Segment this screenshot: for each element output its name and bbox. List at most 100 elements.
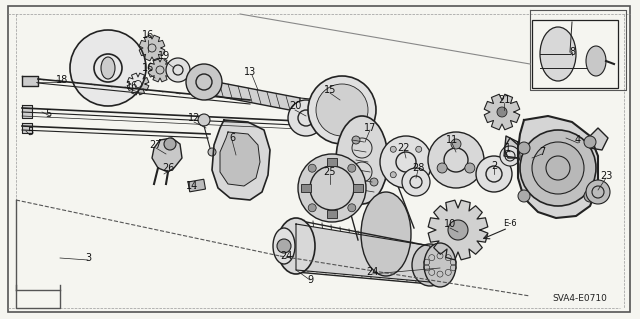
Circle shape [390,172,396,178]
Text: 24: 24 [366,267,378,277]
Circle shape [352,136,360,144]
Bar [327,210,337,218]
Circle shape [476,156,512,192]
Polygon shape [212,120,270,200]
Circle shape [451,139,461,149]
Polygon shape [590,128,608,150]
Bar [353,184,363,192]
Polygon shape [518,116,598,218]
Circle shape [166,58,190,82]
Circle shape [370,178,378,186]
Text: 16: 16 [126,81,138,91]
Text: 12: 12 [188,113,200,123]
Circle shape [586,180,610,204]
Ellipse shape [540,27,576,81]
Polygon shape [296,224,430,282]
Circle shape [500,146,520,166]
Polygon shape [22,76,38,86]
Circle shape [208,148,216,156]
Text: 14: 14 [186,181,198,191]
Circle shape [437,163,447,173]
Circle shape [348,204,356,212]
Ellipse shape [361,192,411,276]
Text: SVA4-E0710: SVA4-E0710 [552,294,607,303]
Text: 9: 9 [307,275,313,285]
Text: 24: 24 [280,251,292,261]
Ellipse shape [191,77,201,93]
Circle shape [584,190,596,202]
Polygon shape [22,105,32,118]
Text: 21: 21 [498,95,510,105]
Bar [188,179,205,192]
Circle shape [277,239,291,253]
Bar [532,20,618,88]
Ellipse shape [412,244,448,286]
Circle shape [198,114,210,126]
Circle shape [380,136,432,188]
Circle shape [316,84,368,136]
Text: 2: 2 [491,161,497,171]
Text: 23: 23 [600,171,612,181]
Bar [327,158,337,166]
Circle shape [465,163,475,173]
Ellipse shape [424,243,456,287]
Polygon shape [139,35,165,61]
Text: 4: 4 [575,135,581,145]
Text: 16: 16 [142,63,154,73]
Circle shape [520,130,596,206]
Ellipse shape [277,218,315,274]
Polygon shape [428,200,488,260]
Text: 8: 8 [569,47,575,57]
Polygon shape [22,123,32,133]
Text: 20: 20 [289,101,301,111]
Text: 11: 11 [446,135,458,145]
Circle shape [298,154,366,222]
Circle shape [497,107,507,117]
Circle shape [584,136,596,148]
Text: 18: 18 [56,75,68,85]
Text: 1: 1 [505,143,511,153]
Circle shape [308,204,316,212]
Polygon shape [148,58,172,82]
Circle shape [308,164,316,172]
Text: 16: 16 [142,30,154,40]
Circle shape [308,76,376,144]
Circle shape [428,132,484,188]
Text: E-6: E-6 [503,219,517,228]
Polygon shape [152,138,182,172]
Text: 7: 7 [539,147,545,157]
Text: 26: 26 [162,163,174,173]
Circle shape [416,146,422,152]
Text: 6: 6 [229,133,235,143]
Text: 3: 3 [85,253,91,263]
Ellipse shape [101,57,115,79]
Ellipse shape [586,46,606,76]
Text: 25: 25 [324,167,336,177]
Polygon shape [127,73,149,95]
Text: 10: 10 [444,219,456,229]
Circle shape [164,138,176,150]
Polygon shape [196,78,300,112]
Circle shape [416,172,422,178]
Text: 17: 17 [364,123,376,133]
Circle shape [390,146,396,152]
Text: 15: 15 [324,85,336,95]
Circle shape [186,64,222,100]
Circle shape [288,100,324,136]
Bar [301,184,311,192]
Text: 22: 22 [397,143,410,153]
Text: 28: 28 [412,163,424,173]
Circle shape [518,190,530,202]
Text: 13: 13 [244,67,256,77]
Polygon shape [484,94,520,130]
Circle shape [70,30,146,106]
Circle shape [532,142,584,194]
Polygon shape [504,138,518,158]
Text: 27: 27 [150,140,163,150]
Text: 5: 5 [45,109,51,119]
Circle shape [348,164,356,172]
Text: 5: 5 [27,127,33,137]
Polygon shape [220,132,260,186]
Circle shape [448,220,468,240]
Text: 19: 19 [158,51,170,61]
